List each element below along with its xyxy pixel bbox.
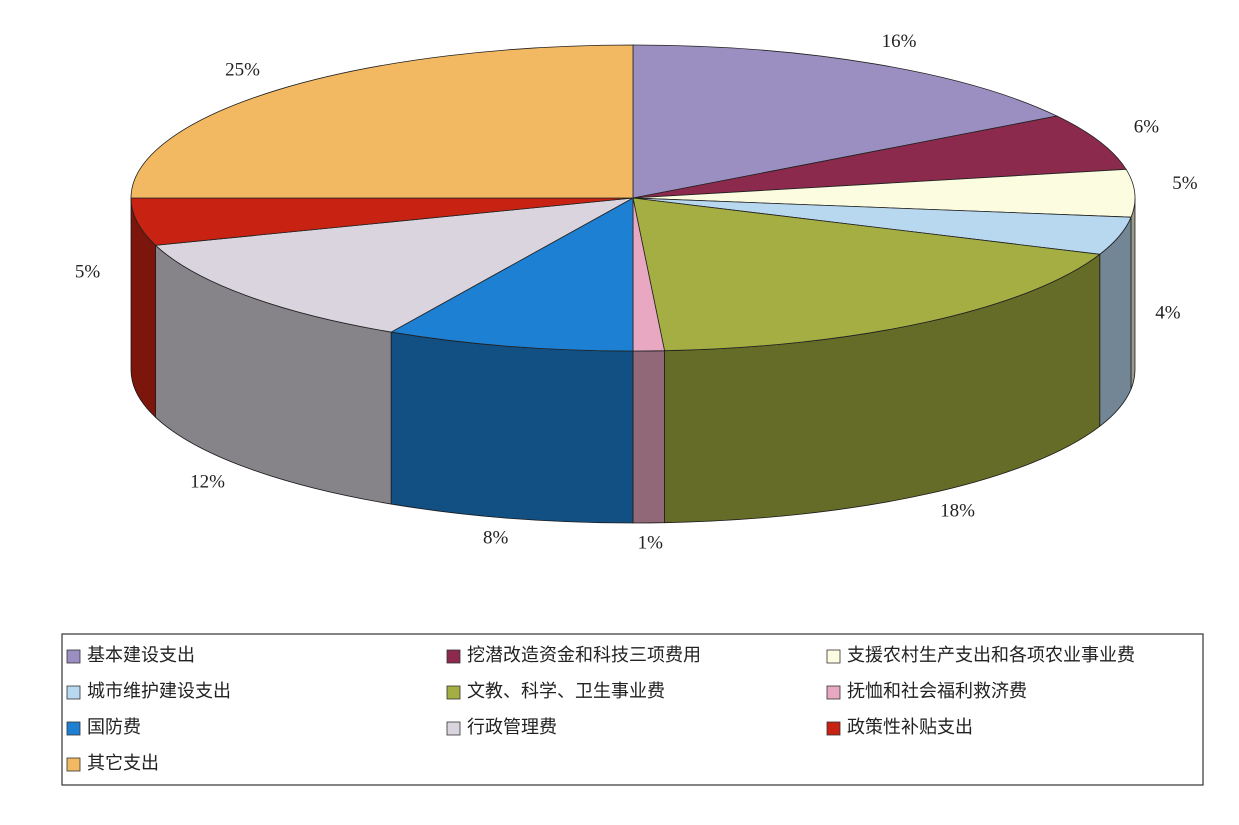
side-shade [664, 254, 1100, 523]
slice [632, 197, 1101, 352]
side-shade [155, 245, 392, 505]
value-label: 18% [940, 501, 975, 522]
legend-label: 文教、科学、卫生事业费 [467, 681, 665, 701]
slice [632, 115, 1127, 199]
side-shade [1131, 198, 1135, 390]
legend-label: 行政管理费 [467, 717, 557, 737]
legend-swatch [826, 649, 841, 664]
pie-tops [130, 44, 1136, 352]
slice [130, 44, 634, 199]
legend-swatch [66, 721, 81, 736]
value-label: 5% [75, 262, 101, 283]
side-shade [391, 332, 633, 523]
legend-swatch [446, 685, 461, 700]
value-label: 5% [1172, 173, 1198, 194]
legend: 基本建设支出 挖潜改造资金和科技三项费用 支援农村生产支出和各项农业事业费城市维护建… [61, 633, 1204, 786]
value-label: 16% [882, 31, 917, 52]
legend-box [61, 633, 1204, 786]
legend-swatch [66, 757, 81, 772]
legend-label: 其它支出 [87, 753, 159, 773]
slice [154, 197, 634, 333]
legend-swatch [826, 721, 841, 736]
legend-swatch [826, 685, 841, 700]
legend-label: 抚恤和社会福利救济费 [847, 681, 1027, 701]
legend-label: 支援农村生产支出和各项农业事业费 [847, 645, 1135, 665]
legend-swatch [446, 721, 461, 736]
slice [632, 44, 1059, 199]
side-shade [131, 198, 156, 418]
value-labels: 16% 6% 5% 4% 18% 1% 8% 12% 5% 25% [75, 31, 1198, 554]
value-label: 25% [225, 59, 260, 80]
legend-label: 挖潜改造资金和科技三项费用 [467, 645, 701, 665]
legend-swatch [66, 649, 81, 664]
slice [130, 197, 634, 246]
legend-label: 政策性补贴支出 [847, 717, 973, 737]
side-shade [633, 350, 665, 523]
side-shade [1099, 217, 1132, 427]
value-label: 1% [638, 533, 664, 554]
value-label: 6% [1134, 116, 1160, 137]
legend-label: 基本建设支出 [87, 645, 195, 665]
legend-swatch [446, 649, 461, 664]
slice [632, 168, 1136, 218]
legend-swatch [66, 685, 81, 700]
value-label: 8% [483, 527, 509, 548]
slice [389, 197, 634, 352]
value-label: 4% [1155, 303, 1181, 324]
pie-sides [130, 197, 1136, 524]
legend-label: 国防费 [87, 717, 141, 737]
value-label: 12% [190, 472, 225, 493]
legend-label: 城市维护建设支出 [87, 681, 231, 701]
